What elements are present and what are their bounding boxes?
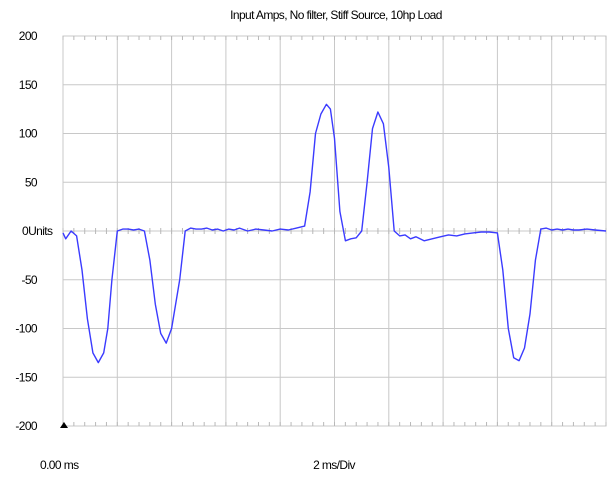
x-scale-label: 2 ms/Div — [313, 458, 355, 472]
y-tick-label: -50 — [21, 273, 37, 287]
y-tick-label: -150 — [15, 370, 38, 384]
trigger-marker-icon — [60, 422, 68, 428]
y-tick-label: -100 — [15, 322, 38, 336]
y-tick-label: 50 — [25, 175, 38, 189]
chart-title: Input Amps, No filter, Stiff Source, 10h… — [230, 8, 442, 22]
y-tick-labels: 200 150 100 50 0Units -50 -100 -150 -200 — [15, 29, 53, 433]
y-tick-label: 0Units — [22, 224, 53, 238]
y-tick-label: 100 — [19, 127, 38, 141]
y-tick-label: 150 — [19, 78, 38, 92]
x-start-label: 0.00 ms — [40, 458, 79, 472]
y-tick-label: -200 — [15, 419, 38, 433]
current-trace-line — [62, 103, 607, 364]
y-tick-label: 200 — [19, 29, 38, 43]
